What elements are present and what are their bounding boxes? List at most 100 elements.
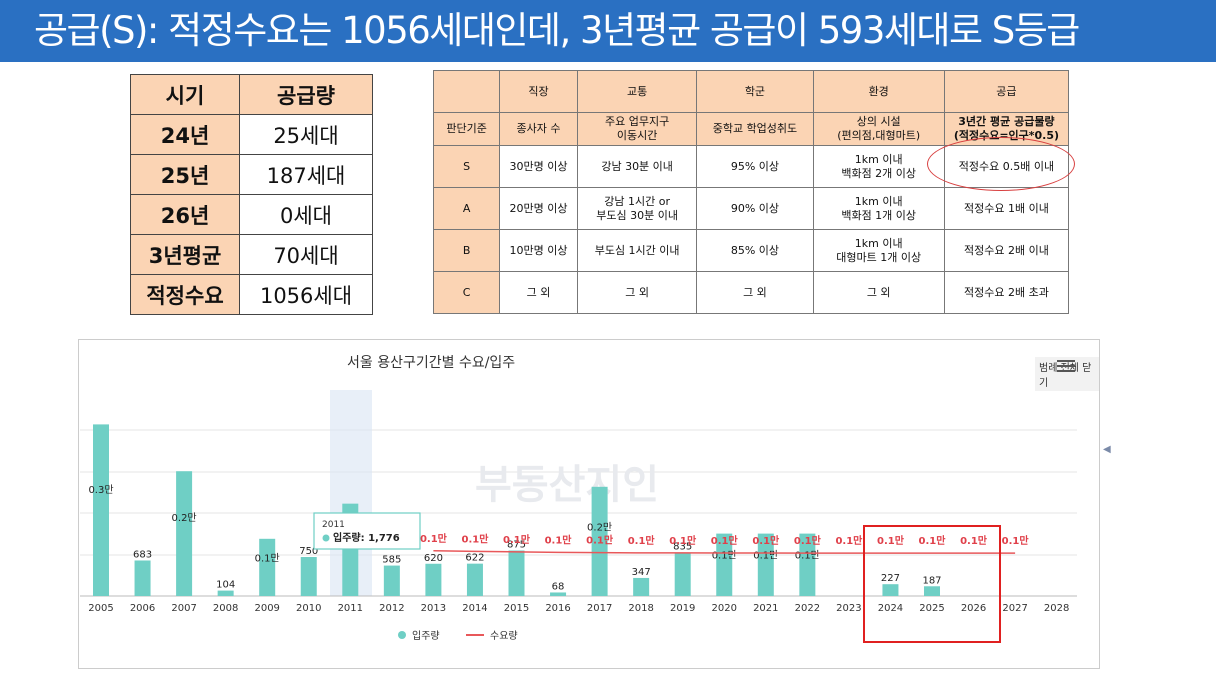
table-row: 적정수요 1056세대 <box>130 274 373 315</box>
data-label: 0.1만 <box>255 553 280 565</box>
row-value: 70세대 <box>239 234 373 275</box>
table-header-row: 직장 교통 학군 환경 공급 <box>432 70 1070 113</box>
table-cell: 그 외 <box>812 271 945 314</box>
highlight-box <box>863 525 1001 643</box>
chart-panel: 서울 용산구기간별 수요/입주 범례 전체 닫기 <box>78 339 1100 669</box>
header-supply: 공급량 <box>239 74 373 115</box>
data-label: 0.2만 <box>172 512 197 524</box>
row-value: 187세대 <box>239 154 373 195</box>
x-tick-label: 2020 <box>712 603 737 614</box>
line-label: 0.1만 <box>420 532 448 545</box>
bar <box>300 557 317 596</box>
line-label: 0.1만 <box>586 534 614 547</box>
x-tick-label: 2021 <box>753 603 778 614</box>
table-cell: 85% 이상 <box>696 229 814 272</box>
line-label: 0.1만 <box>711 534 739 547</box>
line-label: 0.1만 <box>503 533 531 546</box>
data-label: 835 <box>673 542 692 553</box>
line-label: 0.1만 <box>545 533 573 546</box>
table-cell: 적정수요 2배 초과 <box>943 271 1070 314</box>
table-cell: 강남 1시간 or 부도심 30분 이내 <box>576 187 698 230</box>
x-tick-label: 2010 <box>296 603 321 614</box>
table-cell: 10만명 이상 <box>499 229 578 272</box>
data-label: 0.1만 <box>712 550 737 562</box>
title-banner: 공급(S): 적정수요는 1056세대인데, 3년평균 공급이 593세대로 S… <box>0 0 1216 62</box>
criteria-cell: 종사자 수 <box>499 112 578 146</box>
data-label: 68 <box>552 581 565 592</box>
tooltip-marker <box>322 534 330 542</box>
watermark: 부동산지인 <box>475 462 659 508</box>
table-cell: 1km 이내 대형마트 1개 이상 <box>812 229 945 272</box>
chart-title: 서울 용산구기간별 수요/입주 <box>347 355 516 371</box>
x-tick-label: 2024 <box>878 603 903 614</box>
row-key: 3년평균 <box>130 234 240 275</box>
table-header-row: 시기 공급량 <box>130 74 373 115</box>
table-cell: 적정수요 2배 이내 <box>943 229 1070 272</box>
line-label: 0.1만 <box>794 534 822 547</box>
x-tick-label: 2023 <box>836 603 861 614</box>
tooltip-box <box>313 512 421 550</box>
column-header: 학군 <box>696 70 814 113</box>
data-label: 620 <box>424 553 443 564</box>
bar <box>217 590 234 596</box>
data-label: 0.2만 <box>587 521 612 533</box>
bar <box>674 552 691 596</box>
table-row: B 10만명 이상 부도심 1시간 이내 85% 이상 1km 이내 대형마트 1개 이상… <box>432 229 1070 272</box>
criteria-label: 판단기준 <box>432 112 501 146</box>
grade-cell: S <box>432 145 501 188</box>
bar <box>882 584 899 596</box>
grade-cell: B <box>432 229 501 272</box>
x-tick-label: 2012 <box>379 603 404 614</box>
tooltip-label: 입주량: 1,776 <box>333 531 400 544</box>
supply-summary-table: 시기 공급량 24년 25세대 25년 187세대 26년 0세대 3년평균 70세대 … <box>130 74 373 315</box>
x-tick-label: 2026 <box>961 603 986 614</box>
line-label: 0.1만 <box>919 534 947 547</box>
x-tick-label: 2019 <box>670 603 695 614</box>
demand-line <box>433 550 1016 554</box>
bar <box>93 424 109 596</box>
legend-toggle-button[interactable]: 범례 전체 닫기 <box>1035 357 1099 391</box>
x-tick-label: 2017 <box>587 603 612 614</box>
data-label: 585 <box>382 555 401 566</box>
bar <box>383 565 400 596</box>
row-key: 25년 <box>130 154 240 195</box>
table-cell: 그 외 <box>499 271 578 314</box>
bar <box>134 560 151 596</box>
legend-label: 수요량 <box>490 630 518 642</box>
table-row: 25년 187세대 <box>130 154 373 195</box>
x-tick-label: 2016 <box>545 603 570 614</box>
x-tick-label: 2014 <box>462 603 487 614</box>
bar <box>591 486 608 596</box>
data-label: 347 <box>632 567 651 578</box>
bar <box>924 586 940 596</box>
table-row: 3년평균 70세대 <box>130 234 373 275</box>
table-cell: 그 외 <box>696 271 814 314</box>
x-tick-label: 2013 <box>421 603 446 614</box>
row-value: 1056세대 <box>239 274 373 315</box>
header-period: 시기 <box>130 74 240 115</box>
banner-title: 공급(S): 적정수요는 1056세대인데, 3년평균 공급이 593세대로 S… <box>34 9 1080 52</box>
column-header: 환경 <box>812 70 945 113</box>
line-label: 0.1만 <box>1002 534 1030 547</box>
criteria-cell: 상의 시설 (편의점,대형마트) <box>812 112 945 146</box>
legend-marker <box>398 631 406 639</box>
column-header: 교통 <box>576 70 698 113</box>
line-label: 0.1만 <box>835 534 863 547</box>
column-header: 공급 <box>943 70 1070 113</box>
data-label: 0.1만 <box>753 550 778 562</box>
x-tick-label: 2011 <box>338 603 363 614</box>
line-label: 0.1만 <box>628 534 656 547</box>
menu-icon[interactable] <box>1057 360 1075 372</box>
x-tick-label: 2006 <box>130 603 155 614</box>
bar <box>757 533 774 596</box>
bar <box>176 471 193 596</box>
legend-label: 입주량 <box>412 629 440 642</box>
x-tick-label: 2009 <box>254 603 279 614</box>
table-cell: 95% 이상 <box>696 145 814 188</box>
line-label: 0.1만 <box>960 534 988 547</box>
scroll-left-arrow-icon[interactable]: ◀ <box>1103 444 1111 455</box>
table-cell: 20만명 이상 <box>499 187 578 230</box>
data-label: 875 <box>507 540 526 551</box>
x-tick-label: 2027 <box>1002 603 1027 614</box>
table-cell: 30만명 이상 <box>499 145 578 188</box>
